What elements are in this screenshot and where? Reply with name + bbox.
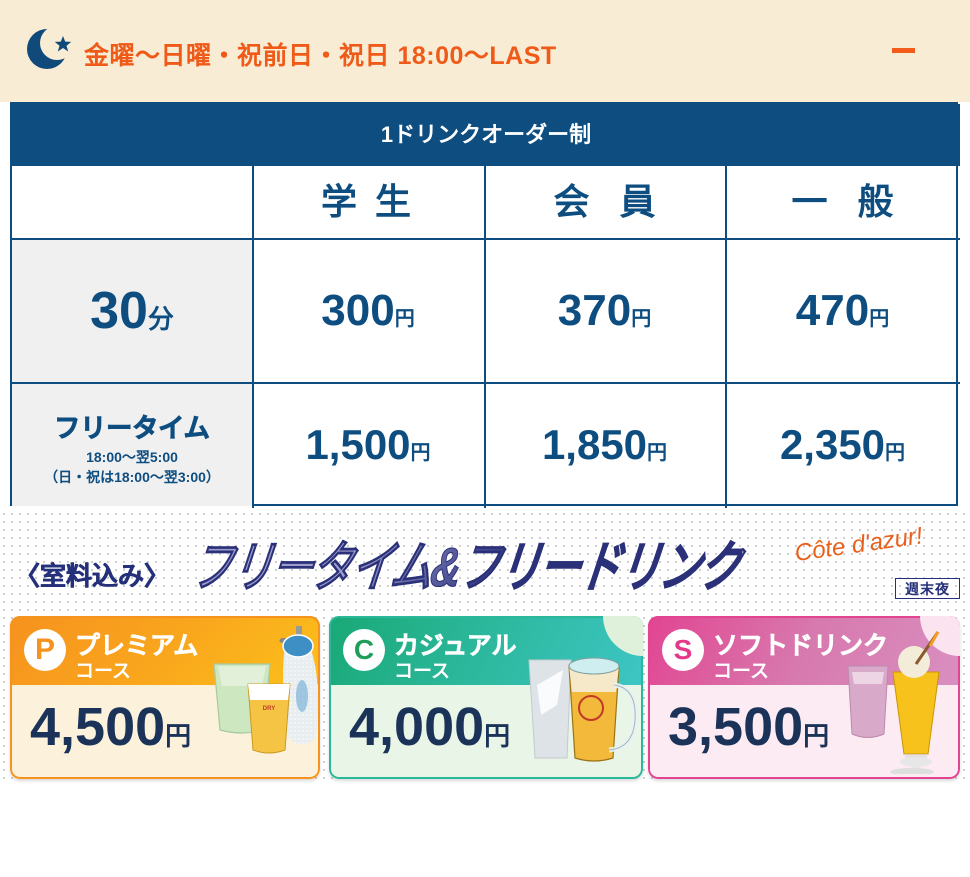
svg-text:DRY: DRY (263, 706, 275, 712)
